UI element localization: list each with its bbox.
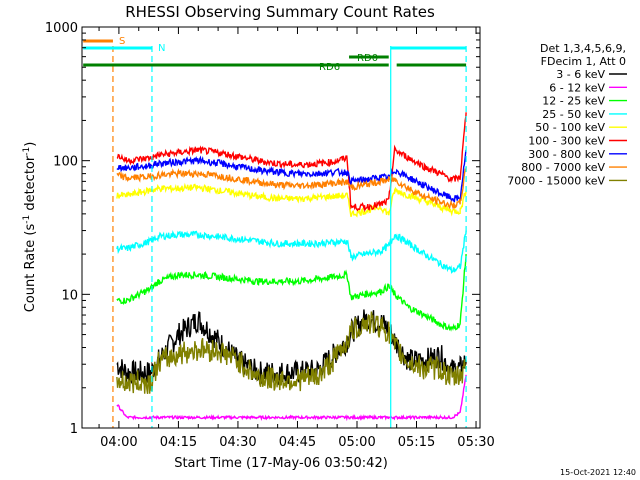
- x-axis-label: Start Time (17-May-06 03:50:42): [174, 456, 388, 471]
- plot-frame: [81, 26, 481, 429]
- x-tick-label-3: 04:30: [219, 435, 256, 450]
- y-axis-label-end: ): [23, 142, 38, 147]
- series-line-100-300-kev: [116, 112, 467, 213]
- y-axis-label-main: Count Rate (s: [23, 224, 38, 313]
- y-axis-label-mid: detector: [23, 155, 38, 215]
- y-axis-label-sup1: -1: [22, 215, 32, 224]
- series-line-12-25-kev: [116, 254, 467, 332]
- x-tick-label-7: 05:30: [457, 435, 494, 450]
- legend-label-3: 12 - 25 keV: [542, 95, 605, 108]
- y-axis-label: Count Rate (s-1 detector-1): [22, 142, 38, 313]
- legend-title-1: Det 1,3,4,5,6,9,: [540, 42, 626, 55]
- series-line-6-12-kev: [116, 374, 467, 422]
- legend-label-6: 100 - 300 keV: [528, 135, 605, 148]
- data-area: S N RD0 RD6: [83, 36, 467, 428]
- y-tick-label-3: 100: [53, 155, 78, 170]
- y-axis-label-sup2: -1: [22, 147, 32, 156]
- footer-timestamp: 15-Oct-2021 12:40: [560, 468, 636, 477]
- y-tick-label-2: 10: [61, 288, 78, 303]
- flag-rd6-label: RD6: [319, 62, 340, 73]
- legend-label-1: 3 - 6 keV: [556, 68, 605, 81]
- legend-label-9: 7000 - 15000 keV: [507, 174, 605, 187]
- legend-label-8: 800 - 7000 keV: [521, 161, 605, 174]
- x-tick-label-4: 04:45: [279, 435, 316, 450]
- flag-night-label: N: [158, 43, 165, 54]
- legend-label-5: 50 - 100 keV: [535, 121, 605, 134]
- x-tick-label-6: 05:15: [398, 435, 435, 450]
- series-line-7000-15000-kev: [116, 311, 467, 395]
- y-axis: 1 10 100 1000: [45, 21, 480, 437]
- flag-rd0-label: RD0: [357, 53, 378, 64]
- series-line-50-100-kev: [116, 182, 467, 218]
- flag-saa-label: S: [119, 36, 125, 47]
- series-line-300-800-kev: [116, 149, 467, 203]
- chart-title: RHESSI Observing Summary Count Rates: [125, 3, 435, 21]
- x-tick-label-1: 04:00: [100, 435, 137, 450]
- y-tick-label-4: 1000: [45, 21, 78, 36]
- x-axis: 04:00 04:15 04:30 04:45 05:00 05:15 05:30: [98, 27, 495, 450]
- x-tick-label-5: 05:00: [338, 435, 375, 450]
- legend: Det 1,3,4,5,6,9, FDecim 1, Att 0 3 - 6 k…: [507, 42, 627, 187]
- legend-title-2: FDecim 1, Att 0: [541, 55, 626, 68]
- series-line-800-7000-kev: [116, 166, 467, 210]
- legend-label-2: 6 - 12 keV: [549, 81, 605, 94]
- series-line-3-6-kev: [116, 309, 467, 386]
- x-tick-label-2: 04:15: [160, 435, 197, 450]
- legend-label-7: 300 - 800 keV: [528, 148, 605, 161]
- series-line-25-50-kev: [116, 230, 467, 274]
- y-tick-label-1: 1: [70, 422, 78, 437]
- legend-label-4: 25 - 50 keV: [542, 108, 605, 121]
